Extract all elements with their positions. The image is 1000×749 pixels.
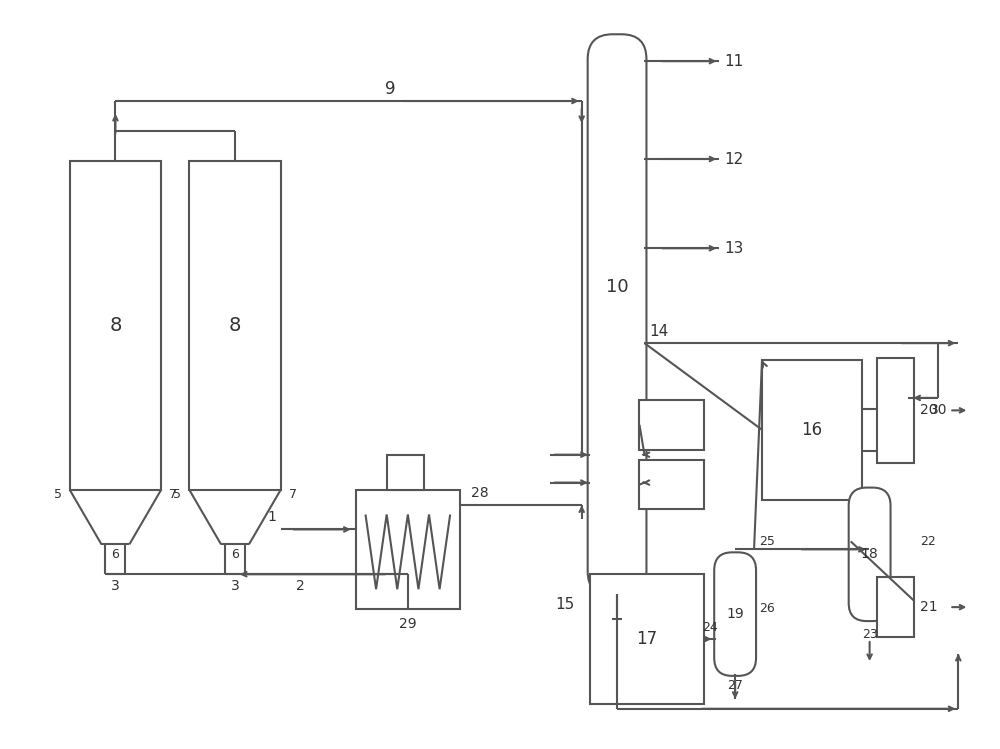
Bar [762, 360, 862, 500]
Text: 13: 13 [724, 240, 744, 255]
Text: 12: 12 [724, 151, 743, 166]
Text: 14: 14 [649, 324, 669, 339]
Text: 6: 6 [231, 548, 239, 561]
Text: 21: 21 [920, 600, 938, 614]
Bar [356, 490, 460, 609]
Bar [70, 161, 161, 490]
FancyBboxPatch shape [714, 552, 756, 676]
Text: 8: 8 [109, 315, 122, 335]
Text: 7: 7 [289, 488, 297, 501]
Text: 30: 30 [930, 403, 947, 417]
FancyBboxPatch shape [588, 34, 646, 596]
Text: 29: 29 [399, 617, 417, 631]
Bar [590, 574, 704, 704]
Text: 24: 24 [702, 621, 718, 634]
Text: 3: 3 [111, 579, 120, 593]
FancyBboxPatch shape [849, 488, 891, 621]
Text: 19: 19 [726, 607, 744, 621]
Text: 5: 5 [54, 488, 62, 501]
Bar [877, 577, 914, 637]
Text: 26: 26 [759, 601, 775, 615]
Text: 7: 7 [169, 488, 177, 501]
Text: 1: 1 [267, 511, 276, 524]
Text: 27: 27 [727, 679, 743, 692]
Text: 15: 15 [555, 597, 575, 612]
Bar [189, 161, 281, 490]
Text: 18: 18 [861, 548, 878, 561]
Text: 2: 2 [296, 579, 305, 593]
Text: 20: 20 [920, 404, 938, 417]
Text: 17: 17 [636, 630, 658, 648]
Bar [387, 455, 424, 490]
Bar [639, 400, 704, 449]
Text: 6: 6 [111, 548, 119, 561]
Text: 10: 10 [606, 279, 628, 297]
Text: 3: 3 [231, 579, 239, 593]
Bar [877, 358, 914, 463]
Text: 25: 25 [759, 535, 775, 548]
Text: 5: 5 [173, 488, 181, 501]
Text: 9: 9 [385, 80, 396, 98]
Text: 11: 11 [724, 54, 743, 69]
Bar [639, 460, 704, 509]
Text: 23: 23 [862, 628, 877, 640]
Text: 8: 8 [229, 315, 241, 335]
Text: 22: 22 [920, 535, 936, 548]
Text: 28: 28 [471, 485, 489, 500]
Text: 16: 16 [801, 421, 822, 439]
